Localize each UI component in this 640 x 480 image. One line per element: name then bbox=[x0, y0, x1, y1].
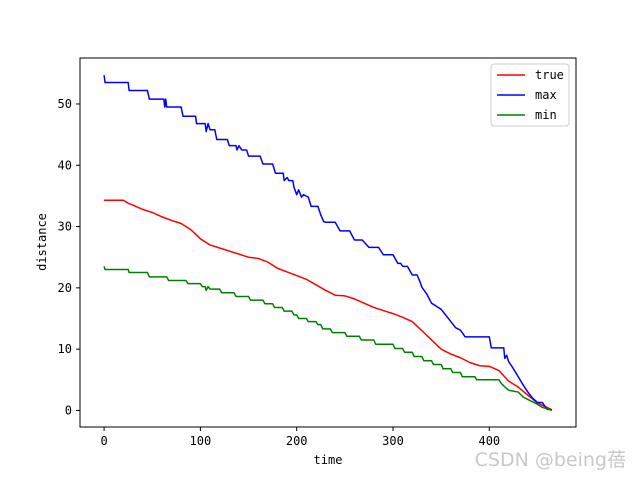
x-axis-label: time bbox=[314, 453, 343, 467]
y-axis-ticks: 0 10 20 30 40 50 bbox=[58, 97, 80, 417]
y-tick-label: 30 bbox=[58, 220, 72, 234]
y-axis-label: distance bbox=[35, 213, 49, 271]
legend-label-true: true bbox=[535, 68, 564, 82]
legend-box bbox=[490, 63, 570, 127]
x-tick-label: 0 bbox=[100, 434, 107, 448]
y-tick-label: 10 bbox=[58, 342, 72, 356]
x-tick-label: 300 bbox=[382, 434, 404, 448]
y-tick-label: 0 bbox=[65, 403, 72, 417]
series-layer bbox=[103, 75, 553, 412]
y-tick-label: 20 bbox=[58, 281, 72, 295]
legend-items: true max min bbox=[497, 68, 564, 122]
y-tick-label: 40 bbox=[58, 158, 72, 172]
y-tick-label: 50 bbox=[58, 97, 72, 111]
series-line-min bbox=[103, 266, 553, 412]
series-line-true bbox=[104, 199, 553, 411]
legend-label-max: max bbox=[535, 88, 557, 102]
series-line-max bbox=[103, 75, 553, 411]
watermark-text: CSDN @being蓓 bbox=[475, 449, 626, 471]
x-tick-label: 200 bbox=[286, 434, 308, 448]
x-tick-label: 100 bbox=[190, 434, 212, 448]
plot-frame bbox=[79, 57, 577, 428]
legend: true max min bbox=[490, 63, 570, 127]
x-axis-ticks: 0 100 200 300 400 bbox=[100, 427, 500, 448]
x-tick-label: 400 bbox=[478, 434, 500, 448]
legend-label-min: min bbox=[535, 108, 557, 122]
